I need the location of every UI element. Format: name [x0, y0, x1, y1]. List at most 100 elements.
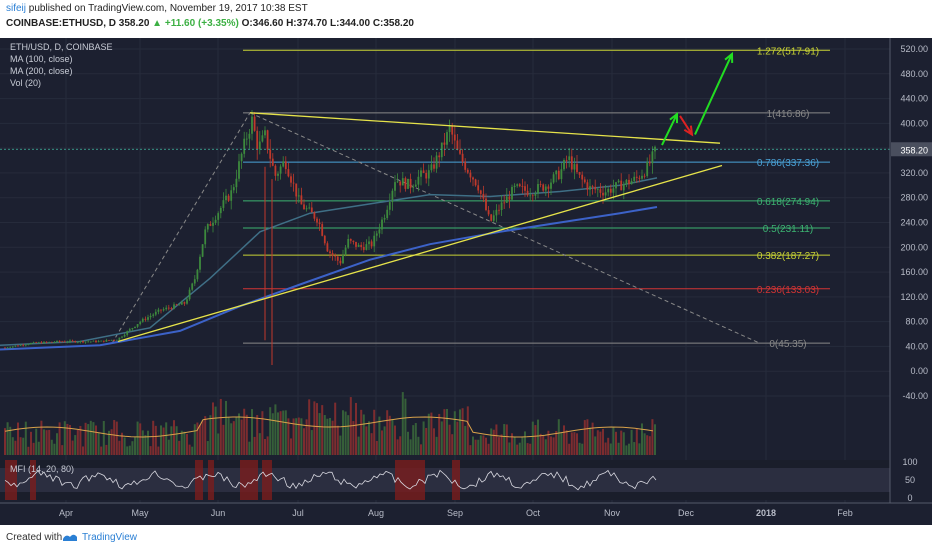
volume-bar	[513, 436, 516, 455]
volume-bar	[651, 419, 654, 455]
volume-bar	[407, 431, 409, 455]
volume-bar	[175, 426, 178, 455]
candle-body	[173, 304, 175, 309]
candle-body	[342, 254, 344, 264]
candle-body	[654, 146, 656, 152]
candle-body	[206, 224, 209, 230]
chart-area[interactable]: 1.272(517.91) 1(416.86) 0.786(337.36) 0.618…	[0, 38, 932, 525]
price-chart[interactable]: 1.272(517.91) 1(416.86) 0.786(337.36) 0.618…	[0, 38, 932, 525]
projection-arrow-up-long-head	[724, 51, 734, 63]
candle-body	[589, 186, 591, 190]
volume-bar	[565, 430, 568, 455]
volume-bar	[342, 410, 344, 455]
volume-bar	[248, 441, 251, 455]
volume-bar	[316, 403, 318, 455]
volume-bar	[310, 430, 313, 455]
volume-bar	[17, 422, 19, 455]
y-tick-label: 240.00	[900, 218, 928, 228]
candle-body	[230, 190, 233, 201]
volume-bar	[487, 443, 490, 455]
mfi-overbought-zone	[195, 460, 203, 500]
candle-body	[386, 209, 389, 219]
candle-body	[620, 180, 623, 191]
volume-bar	[235, 416, 238, 455]
last-price: 358.20	[118, 18, 150, 29]
candle-body	[591, 186, 594, 187]
volume-bar	[43, 429, 45, 455]
volume-bar	[357, 436, 360, 455]
grid-lines	[0, 38, 890, 503]
volume-bar	[518, 442, 521, 455]
volume-bar	[180, 430, 183, 455]
candle-body	[196, 269, 199, 280]
volume-bar	[199, 424, 201, 455]
tradingview-logo-icon[interactable]	[62, 531, 78, 546]
volume-bar	[261, 411, 264, 455]
volume-bar	[430, 412, 433, 455]
volume-bar	[344, 411, 347, 455]
volume-bar	[271, 413, 274, 455]
volume-bar	[186, 433, 188, 455]
volume-bar	[370, 433, 373, 455]
candle-body	[251, 116, 253, 134]
legend-ma200[interactable]: MA (200, close)	[10, 66, 73, 76]
legend-vol[interactable]: Vol (20)	[10, 78, 41, 88]
candle-body	[147, 317, 149, 320]
projection-arrow-down	[679, 115, 693, 136]
candle-body	[134, 326, 136, 329]
candle-body	[100, 340, 103, 342]
legend-title: ETH/USD, D, COINBASE	[10, 42, 113, 52]
mfi-band	[0, 468, 890, 492]
volume-bar	[573, 432, 576, 455]
candle-body	[617, 180, 620, 183]
volume-bar	[214, 406, 217, 455]
price-tag-label: 358.20	[900, 145, 928, 155]
candle-body	[19, 344, 22, 346]
candle-body	[167, 307, 170, 309]
volume-bar	[297, 417, 300, 455]
volume-bar	[630, 429, 633, 455]
candle-body	[35, 342, 38, 344]
volume-bar	[568, 443, 571, 455]
legend-ma100[interactable]: MA (100, close)	[10, 54, 73, 64]
volume-bar	[126, 446, 129, 455]
candle-body	[43, 341, 45, 344]
mfi-overbought-zone	[5, 460, 17, 500]
candle-body	[430, 164, 433, 171]
candle-body	[66, 341, 69, 343]
candle-body	[622, 184, 625, 191]
volume-bar	[552, 437, 555, 455]
volume-bar	[539, 433, 542, 455]
candle-body	[105, 339, 108, 342]
volume-bar	[347, 415, 350, 455]
volume-bar	[147, 430, 149, 455]
candle-body	[50, 341, 53, 343]
candle-body	[388, 202, 391, 210]
legend-mfi[interactable]: MFI (14, 20, 80)	[10, 464, 74, 474]
volume-bar	[355, 402, 357, 455]
candle-body	[84, 341, 87, 343]
candle-body	[17, 345, 19, 347]
mfi-tick-label: 100	[902, 457, 917, 467]
y-tick-label: 400.00	[900, 118, 928, 128]
price-change: +11.60 (+3.35%)	[164, 18, 239, 29]
volume-bar	[401, 392, 404, 455]
volume-bar	[490, 428, 493, 455]
volume-bar	[373, 409, 376, 455]
candle-body	[469, 172, 472, 178]
ohlc-close: C:358.20	[372, 18, 414, 29]
candle-body	[40, 342, 43, 344]
candle-body	[352, 240, 355, 242]
candle-body	[383, 218, 386, 220]
candle-body	[498, 209, 500, 211]
author-link[interactable]: sifeij	[6, 3, 27, 14]
candlesticks	[4, 109, 656, 366]
candle-body	[225, 195, 227, 201]
chart-legend: ETH/USD, D, COINBASE MA (100, close) MA …	[10, 42, 113, 474]
candle-body	[316, 218, 318, 223]
volume-bar	[412, 425, 415, 455]
y-tick-label: 320.00	[900, 168, 928, 178]
volume-bar	[9, 426, 12, 455]
volume-bar	[279, 411, 282, 455]
tradingview-link[interactable]: TradingView	[82, 532, 138, 543]
